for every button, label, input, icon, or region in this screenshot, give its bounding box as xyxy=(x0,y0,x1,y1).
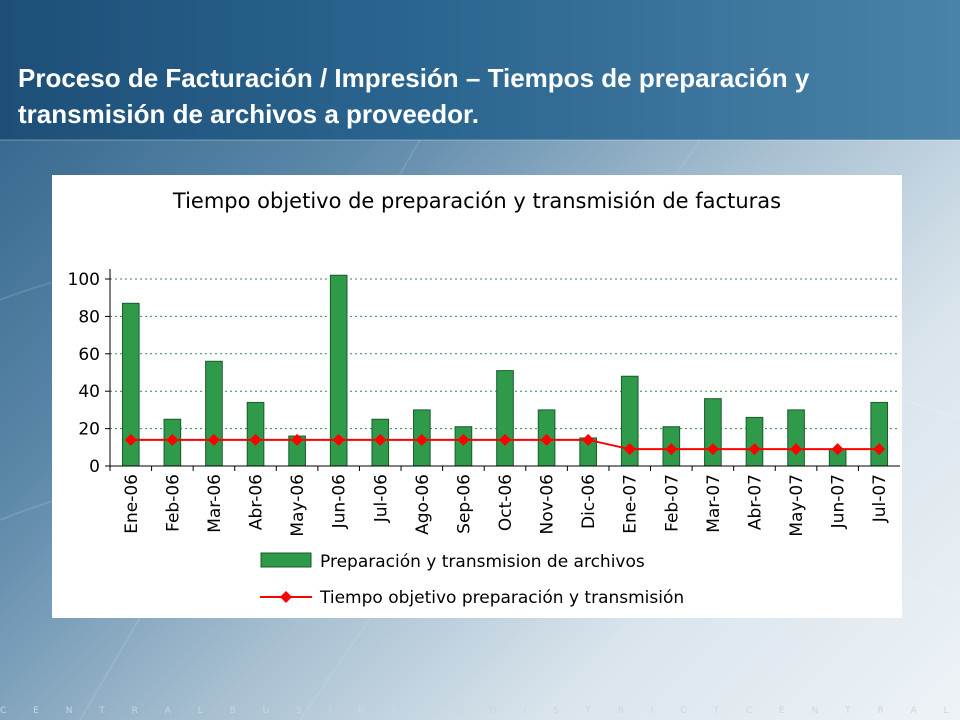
slide-title: Proceso de Facturación / Impresión – Tie… xyxy=(18,63,810,129)
target-point xyxy=(124,433,137,446)
bar-line-chart: 0 20 40 60 80 100 Ene-06 Feb-06 Mar-06 Abr-06 May-… xyxy=(68,269,900,608)
bar xyxy=(704,398,722,467)
x-tick-label: May-07 xyxy=(787,474,807,537)
x-tick-label: Jun-06 xyxy=(330,474,350,529)
x-tick-label: Ene-07 xyxy=(621,474,641,534)
x-tick-label: Ene-06 xyxy=(122,474,142,534)
x-tick-label: Jul-06 xyxy=(371,474,391,523)
x-tick-label: Abr-07 xyxy=(745,474,765,530)
x-tick-label: Jul-07 xyxy=(870,474,890,523)
legend-line-label: Tiempo objetivo preparación y transmisió… xyxy=(319,588,684,608)
x-tick-label: May-06 xyxy=(288,474,308,537)
footer-strip: C E N T R A L B U S I N E S S D I S T R … xyxy=(0,706,960,716)
y-tick-label: 60 xyxy=(78,345,100,365)
y-tick-label: 100 xyxy=(68,270,100,290)
target-point xyxy=(415,433,428,446)
x-tick-label: Nov-06 xyxy=(538,474,558,534)
x-tick-label: Mar-07 xyxy=(704,474,724,533)
title-band xyxy=(0,0,960,140)
x-tick-label: Ago-06 xyxy=(413,474,433,535)
chart-title: Tiempo objetivo de preparación y transmi… xyxy=(172,189,782,213)
target-point xyxy=(582,433,595,446)
bar xyxy=(745,416,764,467)
x-tick-label: Feb-07 xyxy=(662,474,682,532)
target-point xyxy=(291,433,304,446)
chart-panel: Tiempo objetivo de preparación y transmi… xyxy=(52,175,902,618)
target-point xyxy=(706,443,719,456)
x-tick-label: Sep-06 xyxy=(454,474,474,534)
target-point xyxy=(499,433,511,446)
target-point xyxy=(332,433,345,446)
x-tick-label: Jun-07 xyxy=(829,474,849,529)
target-point xyxy=(831,443,844,456)
x-tick-label: Dic-06 xyxy=(579,474,599,529)
y-tick-label: 0 xyxy=(89,457,100,477)
bar xyxy=(496,370,514,467)
target-point xyxy=(873,443,886,456)
x-tick-label: Abr-06 xyxy=(247,474,267,530)
x-tick-label: Feb-06 xyxy=(163,474,183,532)
legend-bar-label: Preparación y transmision de archivos xyxy=(320,552,645,572)
y-tick-label: 40 xyxy=(78,382,100,402)
target-point xyxy=(790,443,803,456)
target-point xyxy=(166,433,179,446)
target-point xyxy=(374,433,387,446)
target-point xyxy=(748,443,761,456)
target-point xyxy=(665,443,678,456)
x-tick-label: Oct-06 xyxy=(496,474,516,531)
bar xyxy=(454,426,473,467)
bar xyxy=(787,409,805,467)
target-point xyxy=(623,443,636,456)
bar xyxy=(205,360,223,467)
legend-line-marker xyxy=(280,591,292,603)
target-point xyxy=(457,433,470,446)
y-tick-label: 20 xyxy=(78,420,100,440)
target-point xyxy=(540,433,553,446)
x-tick-label: Mar-06 xyxy=(205,474,225,533)
legend-bar-swatch xyxy=(260,552,312,568)
y-tick-label: 80 xyxy=(78,307,100,327)
target-point xyxy=(249,433,262,446)
bar xyxy=(870,401,889,467)
target-point xyxy=(207,433,220,446)
